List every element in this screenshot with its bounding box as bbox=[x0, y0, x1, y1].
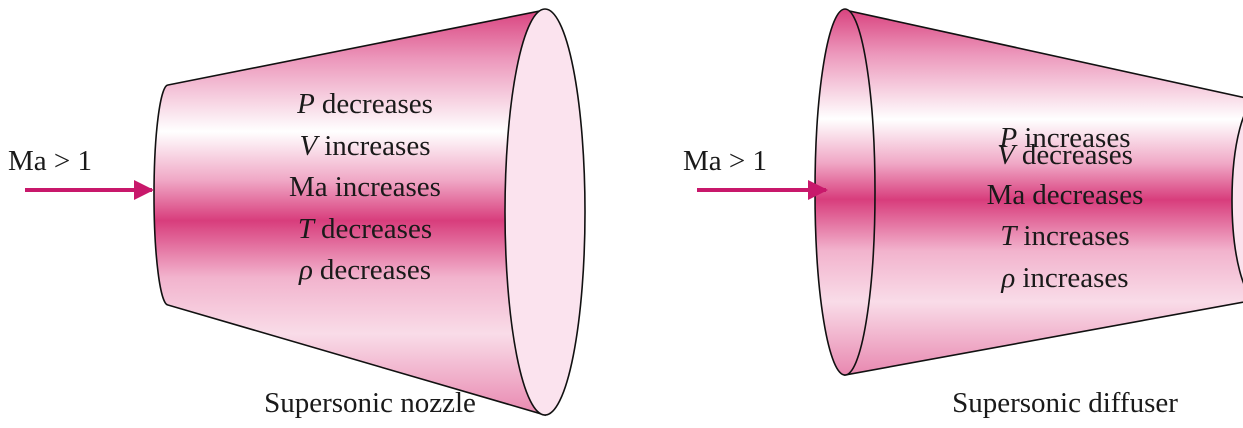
caption: Supersonic nozzle bbox=[264, 387, 476, 419]
property: ρ decreases bbox=[298, 254, 431, 286]
nozzle-exit bbox=[504, 8, 586, 416]
inlet-label: Ma > 1 bbox=[8, 145, 92, 177]
property: ρ increases bbox=[1000, 262, 1128, 294]
diffuser-exit bbox=[1231, 116, 1243, 284]
nozzle-body bbox=[153, 9, 546, 417]
inlet-label: Ma > 1 bbox=[683, 145, 767, 177]
property: Ma increases bbox=[289, 171, 441, 203]
property: Ma decreases bbox=[987, 179, 1144, 211]
caption: Supersonic diffuser bbox=[952, 387, 1178, 419]
